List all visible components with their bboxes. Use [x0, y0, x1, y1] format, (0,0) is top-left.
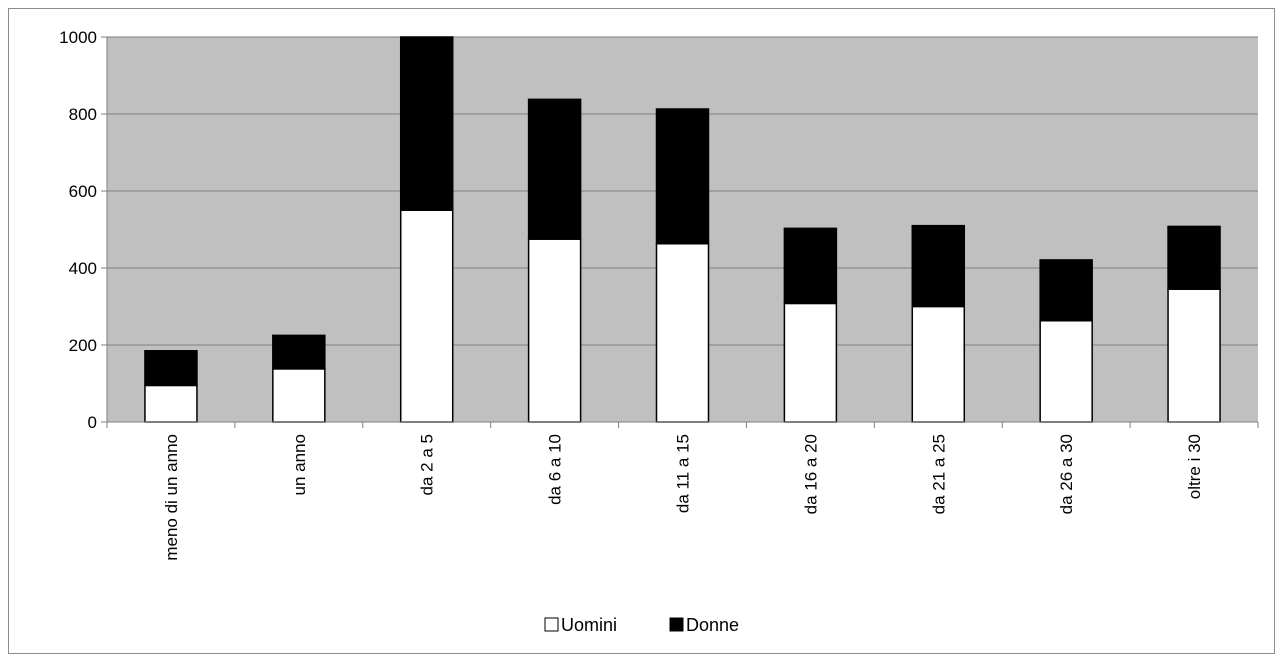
legend-swatch-uomini: [544, 617, 559, 632]
bar-donne: [272, 334, 326, 370]
bar-uomini: [911, 305, 966, 423]
bar-donne: [399, 36, 454, 211]
x-category-label: da 2 a 5: [418, 434, 437, 495]
bar-uomini: [144, 384, 198, 423]
y-tick-label: 400: [69, 259, 97, 278]
legend-label-uomini: Uomini: [561, 615, 617, 635]
x-category-label: da 26 a 30: [1057, 434, 1076, 514]
bar-donne: [527, 98, 582, 240]
bar-donne: [911, 224, 966, 308]
bar-uomini: [655, 242, 710, 423]
bar-donne: [1167, 225, 1221, 290]
legend: Uomini Donne: [544, 615, 739, 635]
y-tick-label: 200: [69, 336, 97, 355]
x-category-label: un anno: [290, 434, 309, 495]
y-tick-label: 800: [69, 105, 97, 124]
x-category-label: meno di un anno: [162, 434, 181, 561]
axes: 0 200 400 600 800 1000 meno di un anno un anno d…: [59, 28, 1259, 561]
x-category-label: oltre i 30: [1185, 434, 1204, 499]
y-tick-label: 600: [69, 182, 97, 201]
x-category-label: da 6 a 10: [546, 434, 565, 505]
bar-uomini: [1167, 288, 1221, 423]
x-category-label: da 21 a 25: [929, 434, 948, 514]
bar-donne: [783, 227, 838, 305]
x-category-label: da 11 a 15: [674, 434, 693, 513]
legend-swatch-donne: [669, 617, 684, 632]
y-tick-label: 1000: [59, 28, 97, 47]
y-tick-label: 0: [88, 413, 97, 432]
bar-uomini: [399, 209, 454, 423]
legend-label-donne: Donne: [686, 615, 739, 635]
bar-donne: [1039, 259, 1093, 322]
bar-donne: [655, 108, 710, 245]
bar-uomini: [783, 302, 838, 423]
bar-uomini: [1039, 319, 1093, 423]
bar-uomini: [272, 368, 326, 423]
bars: [144, 36, 1221, 423]
bar-uomini: [527, 238, 582, 423]
bar-donne: [144, 350, 198, 387]
x-category-label: da 16 a 20: [801, 434, 820, 514]
